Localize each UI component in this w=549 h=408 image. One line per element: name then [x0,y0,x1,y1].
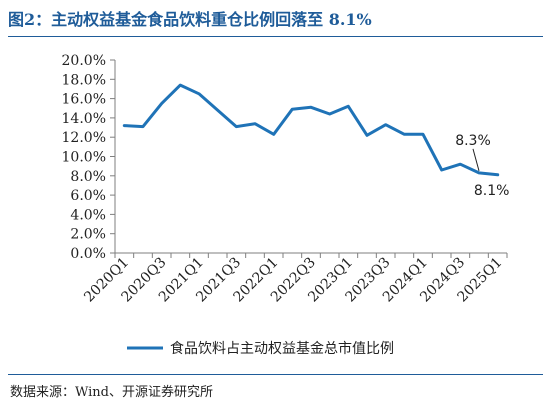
y-tick-label: 0.0% [70,246,106,262]
series-line [122,83,500,177]
y-tick-label: 4.0% [70,207,106,223]
chart-legend: 食品饮料占主动权益基金总市值比例 [127,340,394,357]
y-tick-label: 20.0% [62,53,106,69]
data-point [496,173,499,176]
annotation-leader [472,148,480,172]
data-point [366,134,369,137]
data-point [403,133,406,136]
header-rule [8,36,543,37]
footer-rule [8,374,543,375]
y-tick-label: 2.0% [70,227,106,243]
data-point [384,123,387,126]
y-tick-label: 8.0% [70,169,106,185]
legend-label: 食品饮料占主动权益基金总市值比例 [170,340,394,357]
data-point [440,169,443,172]
series-layer [122,83,500,177]
annotation-label: 8.3% [455,133,491,149]
source-note: 数据来源：Wind、开源证券研究所 [10,385,213,400]
y-tick-label: 18.0% [62,72,106,88]
data-point [123,124,126,127]
data-point [216,109,219,112]
y-axis: 0.0% 2.0% 4.0% 6.0% 8.0% 10.0% 12.0% 14.0% 16.0%… [62,53,116,262]
figure-title: 图2：主动权益基金食品饮料重仓比例回落至 8.1% [8,10,372,29]
figure-header: 图2：主动权益基金食品饮料重仓比例回落至 8.1% [8,2,543,37]
x-axis: 2020Q12020Q32021Q12021Q32022Q12022Q32023… [81,252,508,305]
annotation-layer: 8.3% 8.1% [455,133,509,199]
line-chart: 0.0% 2.0% 4.0% 6.0% 8.0% 10.0% 12.0% 14.0% 16.0%… [62,53,510,357]
data-point [179,84,182,87]
data-point [310,106,313,109]
data-point [328,113,331,116]
annotation-label: 8.1% [474,183,510,199]
data-point [478,171,481,174]
data-point [459,163,462,166]
data-point [142,125,145,128]
y-tick-label: 6.0% [70,188,106,204]
y-tick-label: 10.0% [62,150,106,166]
data-point [235,125,238,128]
y-tick-label: 14.0% [62,111,106,127]
data-point [422,133,425,136]
data-point [160,102,163,105]
y-tick-label: 12.0% [62,130,106,146]
y-tick-label: 16.0% [62,92,106,108]
data-point [347,105,350,108]
data-point [198,92,201,95]
data-point [272,133,275,136]
data-point [291,108,294,111]
data-point [254,122,257,125]
